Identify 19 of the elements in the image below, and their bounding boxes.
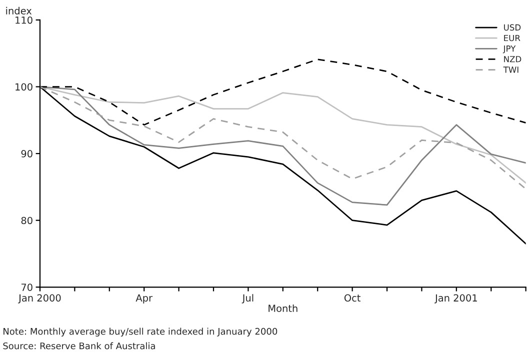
y-tick-label: 80 <box>21 216 32 224</box>
y-tick-label: 90 <box>21 150 32 158</box>
legend-label: EUR <box>504 34 520 42</box>
legend-label: TWI <box>503 66 518 73</box>
x-tick-label: Jan 2001 <box>434 294 477 304</box>
x-tick-label: Oct <box>344 294 360 302</box>
y-axis-title: index <box>6 6 32 14</box>
x-tick-label: Jan 2000 <box>18 294 61 304</box>
y-tick-label: 100 <box>16 83 32 91</box>
legend-label: JPY <box>502 46 516 54</box>
y-tick-label: 110 <box>16 16 32 24</box>
legend-label: USD <box>504 24 521 31</box>
legend-label: NZD <box>504 56 522 62</box>
y-tick-label: 70 <box>21 284 32 291</box>
x-axis-title: Month <box>268 304 298 312</box>
source-note: Source: Reserve Bank of Australia <box>3 342 155 350</box>
x-tick-label: Apr <box>136 294 153 304</box>
x-tick-label: Jul <box>242 294 254 304</box>
text: Note: Monthly average buy/sell rate indexed in January 2000 <box>4 328 278 337</box>
